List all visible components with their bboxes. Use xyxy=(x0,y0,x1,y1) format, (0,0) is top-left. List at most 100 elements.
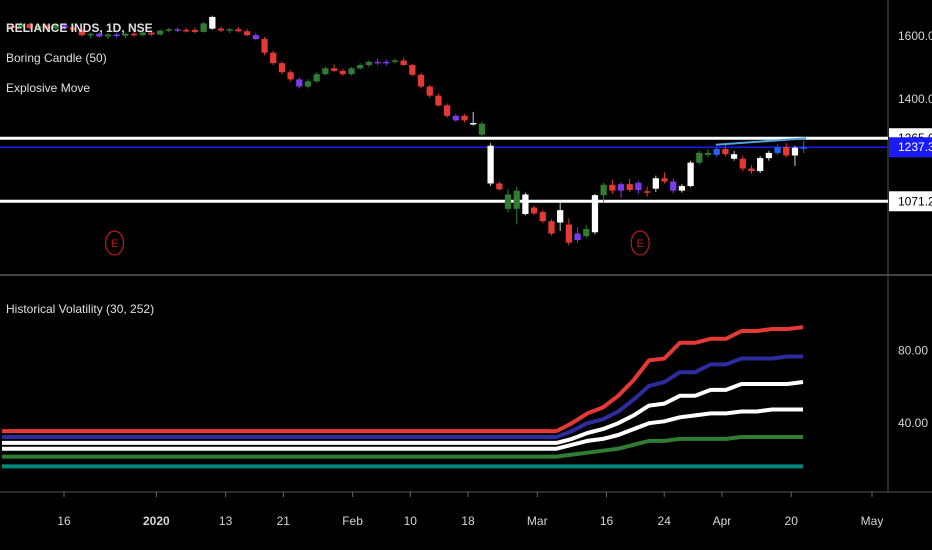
candle xyxy=(270,52,277,64)
candle xyxy=(200,23,207,32)
y-tick-label: 1400.00 xyxy=(898,92,932,106)
candle xyxy=(374,61,381,64)
candle xyxy=(670,181,677,191)
indicator-explosive-move: Explosive Move xyxy=(6,81,91,95)
hv-series-line xyxy=(2,325,804,434)
candle xyxy=(78,29,86,36)
candle xyxy=(678,186,686,191)
candle xyxy=(583,229,590,237)
candle xyxy=(444,105,451,116)
candle xyxy=(765,152,772,159)
candle xyxy=(287,72,294,80)
candle xyxy=(644,191,651,193)
candle xyxy=(704,152,712,155)
hv-series-line xyxy=(2,354,803,439)
candle xyxy=(365,61,372,66)
candle xyxy=(409,65,416,75)
candle xyxy=(696,152,703,163)
candle xyxy=(157,30,164,35)
candle xyxy=(661,178,668,182)
candle xyxy=(17,24,25,28)
candle xyxy=(652,178,659,189)
hv-y-tick-label: 40.00 xyxy=(898,416,928,430)
candle xyxy=(417,74,425,87)
candle xyxy=(217,28,225,31)
candle xyxy=(539,212,546,222)
x-tick-label: 16 xyxy=(57,514,71,528)
current-price-badge xyxy=(889,137,932,158)
x-tick-label: 13 xyxy=(219,514,233,528)
candle xyxy=(130,33,138,36)
candle xyxy=(330,68,338,71)
candle xyxy=(278,63,286,73)
candle xyxy=(52,25,59,29)
candle xyxy=(96,33,103,37)
indicator-boring-candle: Boring Candle (50) xyxy=(6,51,107,65)
candle xyxy=(791,147,799,156)
candle xyxy=(261,39,268,53)
candle xyxy=(522,194,529,215)
event-marker: E xyxy=(630,230,650,256)
hv-y-tick-label: 80.00 xyxy=(898,344,928,358)
x-tick-label: 24 xyxy=(658,514,672,528)
candle xyxy=(757,158,764,172)
candle xyxy=(26,24,33,28)
candle xyxy=(800,147,807,149)
candle xyxy=(609,184,616,191)
candle xyxy=(513,190,520,209)
hv-series-line xyxy=(2,435,803,459)
candle xyxy=(461,115,468,121)
candle xyxy=(548,221,555,234)
event-marker-label: E xyxy=(637,238,644,250)
candle xyxy=(435,95,442,106)
candle xyxy=(322,68,329,75)
candle xyxy=(70,27,77,30)
candle xyxy=(452,115,459,121)
hv-series-line xyxy=(2,380,804,445)
candle xyxy=(348,68,355,75)
hv-series-line xyxy=(2,407,803,451)
y-tick-label: 1600.00 xyxy=(898,29,932,43)
candle xyxy=(687,162,694,187)
candle xyxy=(339,70,346,75)
candle xyxy=(296,79,303,87)
candle xyxy=(591,195,599,233)
candle xyxy=(87,33,94,36)
candle xyxy=(104,34,112,37)
symbol-title: RELIANCE INDS, 1D, NSE xyxy=(6,21,153,35)
candle xyxy=(252,35,259,40)
candle xyxy=(9,26,16,28)
candle xyxy=(191,29,199,32)
candle xyxy=(174,29,181,31)
candle xyxy=(148,32,155,35)
candle xyxy=(600,184,607,196)
candle xyxy=(391,60,399,63)
candle xyxy=(139,32,146,36)
candle xyxy=(722,148,729,155)
candle xyxy=(748,168,755,172)
candle xyxy=(165,29,172,31)
event-marker-label: E xyxy=(111,238,118,250)
x-tick-label: 18 xyxy=(461,514,475,528)
indicator-historical-volatility: Historical Volatility (30, 252) xyxy=(6,302,155,316)
price-label: 1237.35 xyxy=(898,140,932,154)
level-price-badge xyxy=(889,191,932,212)
x-tick-label: 2020 xyxy=(143,514,170,528)
price-label: 1071.25 xyxy=(898,194,932,208)
event-marker: E xyxy=(104,230,125,256)
x-tick-label: May xyxy=(861,514,884,528)
candle xyxy=(739,158,746,169)
candle xyxy=(400,60,407,66)
candle xyxy=(557,210,564,223)
x-tick-label: 10 xyxy=(404,514,418,528)
x-tick-label: 21 xyxy=(277,514,291,528)
candle xyxy=(774,147,781,153)
candle xyxy=(574,233,581,241)
candle xyxy=(496,183,503,190)
candle xyxy=(113,34,120,36)
candle xyxy=(383,61,390,64)
candle xyxy=(122,33,129,36)
candle xyxy=(487,145,494,184)
x-tick-label: Feb xyxy=(342,514,363,528)
